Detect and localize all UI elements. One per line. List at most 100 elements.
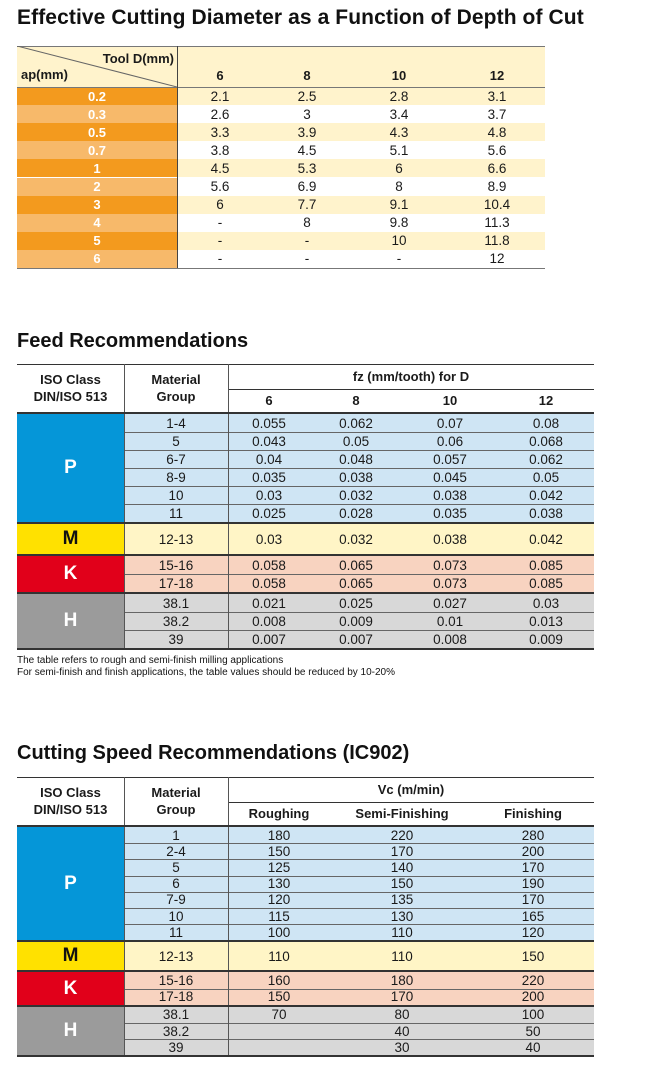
value-cell: 0.03	[532, 595, 560, 611]
value-cell: 150	[267, 843, 291, 859]
table-rule	[124, 504, 594, 505]
column-header: 12	[489, 67, 505, 83]
table-rule	[124, 827, 125, 941]
value-cell: -	[217, 251, 223, 267]
ap-cell: 0.5	[17, 123, 177, 142]
table-rule	[124, 556, 125, 592]
row-band	[177, 123, 545, 142]
value-cell: 0.055	[252, 415, 286, 431]
material-group-cell: 7-9	[166, 892, 186, 908]
iso-class-k: K	[17, 556, 124, 592]
table-rule	[124, 468, 594, 469]
value-cell: 12	[489, 251, 505, 267]
row-band	[177, 177, 545, 196]
value-cell	[224, 1039, 334, 1055]
feed-note-line: For semi-finish and finish applications,…	[17, 667, 395, 678]
value-cell: 170	[390, 843, 414, 859]
material-group-cell: 15-16	[158, 972, 194, 988]
table-rule	[124, 486, 594, 487]
value-cell: 10	[391, 233, 407, 249]
value-cell: 40	[394, 1023, 410, 1039]
table-rule	[124, 364, 125, 412]
iso-class-h: H	[17, 594, 124, 648]
table-rule	[17, 268, 545, 269]
value-cell: 3.4	[389, 106, 409, 122]
value-cell: 0.073	[433, 575, 467, 591]
table1-title: Effective Cutting Diameter as a Function…	[17, 6, 584, 29]
value-cell: 220	[521, 972, 545, 988]
material-group-cell: 1	[172, 827, 180, 843]
value-cell: 110	[391, 924, 413, 940]
value-cell: 125	[267, 859, 291, 875]
value-cell: 5.3	[297, 160, 317, 176]
table-rule	[17, 592, 594, 594]
table-rule	[124, 972, 125, 1005]
value-cell: 0.045	[433, 469, 467, 485]
row-band	[177, 195, 545, 214]
value-cell: 140	[390, 859, 414, 875]
iso-class-m: M	[17, 942, 124, 971]
value-cell: 0.08	[532, 415, 560, 431]
material-group-cell: 1-4	[166, 415, 186, 431]
value-cell: 0.03	[255, 487, 283, 503]
table-rule	[228, 389, 594, 390]
table-rule	[17, 825, 594, 827]
value-cell: 6.9	[297, 179, 317, 195]
column-header: 12	[538, 393, 554, 408]
table-rule	[124, 875, 594, 877]
row-band	[177, 213, 545, 232]
value-cell: 5.6	[487, 142, 507, 158]
value-cell: 120	[267, 892, 291, 908]
material-group-header: Material Group	[151, 372, 201, 404]
value-cell: 0.01	[436, 613, 464, 629]
ap-cell: 5	[17, 231, 177, 250]
value-cell: 0.05	[532, 469, 560, 485]
row-band	[177, 159, 545, 178]
value-cell: 4.3	[389, 124, 409, 140]
table-rule	[124, 859, 594, 861]
value-cell: 0.038	[339, 469, 373, 485]
table-rule	[124, 1006, 125, 1056]
table-rule	[124, 524, 125, 554]
table-rule	[17, 46, 545, 47]
iso-class-h: H	[17, 1006, 124, 1056]
material-group-header: Material Group	[151, 785, 201, 817]
value-cell: 0.025	[339, 595, 373, 611]
value-cell: 0.035	[252, 469, 286, 485]
value-cell: 80	[394, 1007, 410, 1023]
value-cell: 0.013	[529, 613, 563, 629]
ap-cell: 4	[17, 213, 177, 232]
ap-cell: 1	[17, 159, 177, 178]
table3-title: Cutting Speed Recommendations (IC902)	[17, 742, 410, 764]
value-cell: 0.008	[252, 613, 286, 629]
group-band	[124, 827, 594, 941]
column-header: 10	[442, 393, 458, 408]
value-cell: -	[304, 251, 310, 267]
value-cell: 190	[521, 876, 545, 892]
value-cell: 0.04	[255, 451, 283, 467]
table-rule	[17, 522, 594, 524]
material-group-cell: 38.2	[162, 613, 190, 629]
value-cell: 0.038	[433, 531, 467, 547]
material-group-cell: 12-13	[158, 531, 194, 547]
value-cell: 11.3	[484, 215, 510, 231]
table-rule	[17, 364, 594, 365]
value-cell: 0.062	[339, 415, 373, 431]
column-header: Semi-Finishing	[355, 806, 449, 821]
table-rule	[124, 574, 594, 575]
value-cell: 0.085	[529, 575, 563, 591]
table-rule	[228, 777, 229, 825]
value-cell: 4.8	[487, 124, 507, 140]
table-rule	[17, 777, 594, 778]
row-band	[177, 105, 545, 124]
group-band	[124, 524, 594, 554]
value-cell: -	[217, 215, 223, 231]
value-cell: 135	[390, 892, 414, 908]
value-cell: 110	[391, 948, 413, 964]
material-group-cell: 8-9	[166, 469, 186, 485]
value-cell: 170	[390, 989, 414, 1005]
column-header: Roughing	[248, 806, 310, 821]
table-rule	[17, 970, 594, 973]
value-cell: 0.057	[433, 451, 467, 467]
ap-cell: 0.3	[17, 105, 177, 124]
